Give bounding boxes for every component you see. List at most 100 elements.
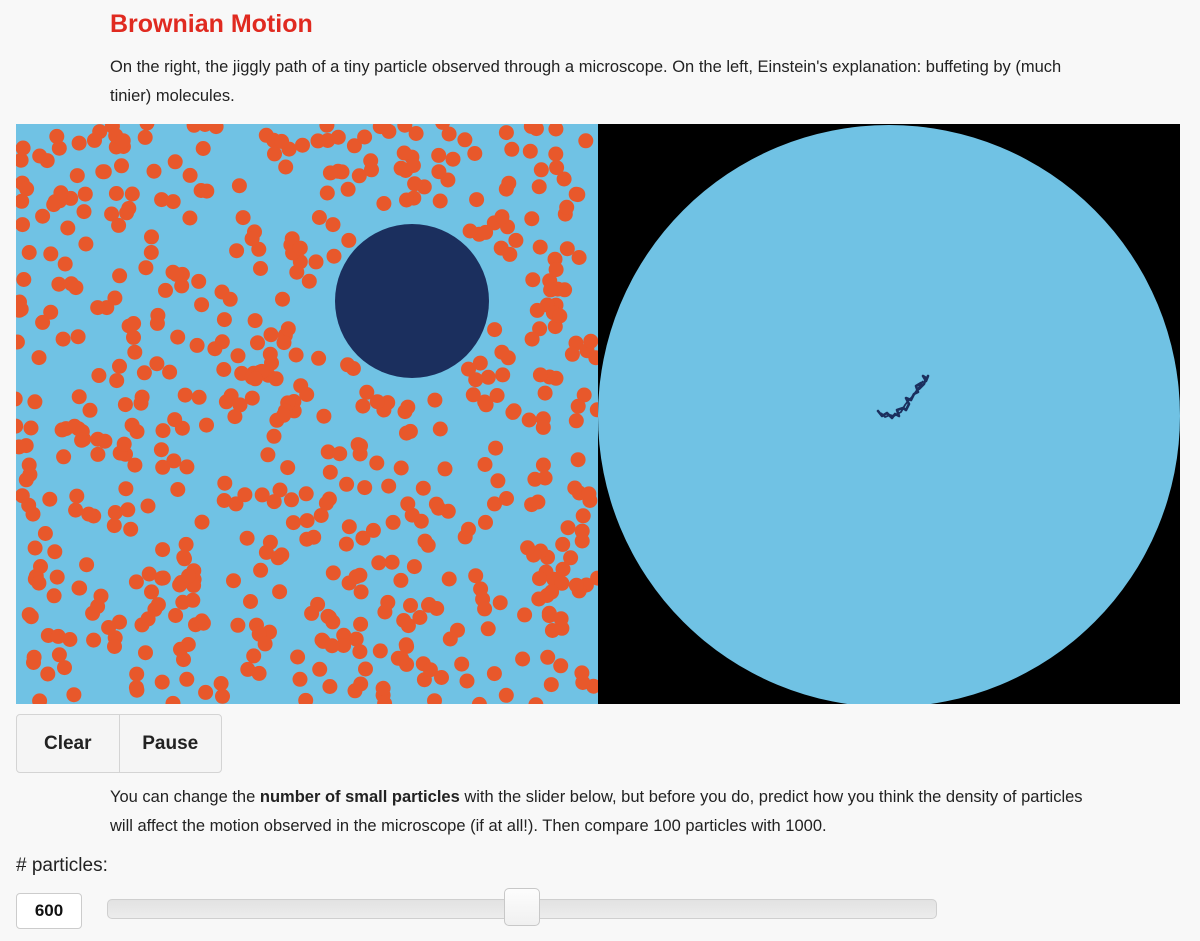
small-particle <box>216 493 232 508</box>
small-particle <box>189 337 205 353</box>
small-particle <box>322 679 338 694</box>
particle-count-value[interactable]: 600 <box>16 893 82 929</box>
small-particle <box>16 272 32 287</box>
small-particle <box>179 459 195 475</box>
small-particle <box>494 209 510 225</box>
small-particle <box>16 418 24 434</box>
small-particle <box>182 210 198 226</box>
small-particle <box>176 549 192 565</box>
small-particle <box>68 502 84 518</box>
pause-button[interactable]: Pause <box>118 715 222 772</box>
microscope-view-panel <box>598 124 1180 704</box>
clear-button[interactable]: Clear <box>17 715 119 772</box>
small-particle <box>239 530 255 546</box>
small-particle <box>179 671 195 687</box>
small-particle <box>136 365 152 381</box>
small-particle <box>57 660 72 676</box>
small-particle <box>176 652 191 668</box>
small-particle <box>574 665 590 681</box>
small-particle <box>429 601 445 616</box>
small-particle <box>16 140 31 156</box>
small-particle <box>33 559 48 574</box>
small-particle <box>71 580 87 596</box>
small-particle <box>276 407 292 423</box>
small-particle <box>153 442 169 458</box>
small-particle <box>341 232 357 248</box>
small-particle <box>408 126 424 141</box>
small-particle <box>369 394 385 410</box>
small-particle <box>194 297 210 313</box>
small-particle <box>528 697 544 704</box>
intro-text: On the right, the jiggly path of a tiny … <box>110 58 1062 105</box>
small-particle <box>292 671 308 687</box>
small-particle <box>31 575 47 591</box>
small-particles-group <box>16 124 598 704</box>
small-particle <box>535 419 551 435</box>
small-particle <box>260 447 276 463</box>
small-particle <box>428 496 444 512</box>
small-particle <box>402 423 418 439</box>
small-particle <box>353 584 369 600</box>
small-particle <box>43 246 59 262</box>
small-particle <box>422 662 438 678</box>
small-particle <box>578 133 594 149</box>
small-particle <box>166 453 182 469</box>
small-particle <box>437 461 453 477</box>
small-particle <box>461 521 476 537</box>
small-particle <box>462 223 478 239</box>
small-particle <box>109 373 125 389</box>
small-particle <box>521 412 537 428</box>
molecule-simulation-panel <box>16 124 598 704</box>
small-particle <box>150 597 166 613</box>
small-particle <box>127 457 143 473</box>
small-particle <box>222 291 238 307</box>
small-particle <box>338 536 354 552</box>
small-particle <box>93 588 109 604</box>
small-particle <box>520 540 536 556</box>
small-particle <box>311 350 327 366</box>
small-particle <box>123 521 139 537</box>
small-particle <box>230 348 246 364</box>
small-particle <box>112 268 128 284</box>
small-particle <box>571 250 587 265</box>
small-particle <box>353 438 368 454</box>
small-particle <box>144 584 159 600</box>
small-particle <box>556 171 572 187</box>
small-particle <box>477 601 493 617</box>
small-particle <box>524 331 540 347</box>
instructions-emphasis: number of small particles <box>259 788 460 806</box>
small-particle <box>285 515 301 531</box>
small-particle <box>137 129 153 145</box>
small-particle <box>280 460 296 476</box>
small-particle <box>108 186 124 201</box>
page-title: Brownian Motion <box>110 10 313 38</box>
small-particle <box>431 147 447 163</box>
small-particle <box>345 361 361 376</box>
small-particle <box>567 480 583 496</box>
small-particle <box>181 568 196 584</box>
small-particle <box>298 692 314 704</box>
small-particle <box>268 371 284 387</box>
small-particle <box>576 387 592 403</box>
small-particle <box>487 496 502 512</box>
slider-instructions: You can change the number of small parti… <box>110 783 1110 841</box>
small-particle <box>229 243 245 259</box>
small-particle <box>376 196 392 211</box>
small-particle <box>16 301 29 317</box>
small-particle <box>523 124 539 134</box>
particles-slider-thumb[interactable] <box>504 888 540 926</box>
small-particle <box>420 537 436 553</box>
simulation-controls: Clear Pause <box>16 714 222 773</box>
small-particle <box>549 160 565 176</box>
small-particle <box>199 183 215 199</box>
small-particle <box>78 236 94 252</box>
particles-slider-track[interactable] <box>107 888 937 926</box>
small-particle <box>16 439 27 455</box>
small-particle <box>371 555 387 571</box>
small-particle <box>397 404 413 420</box>
small-particle <box>535 457 551 473</box>
big-particle <box>335 224 489 378</box>
small-particle <box>504 141 520 157</box>
small-particle <box>553 658 569 674</box>
small-particle <box>432 193 448 209</box>
